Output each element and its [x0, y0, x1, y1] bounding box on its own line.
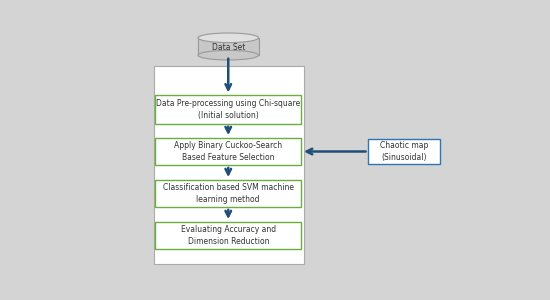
FancyBboxPatch shape: [368, 139, 440, 164]
Text: Data Set: Data Set: [212, 43, 245, 52]
Text: Evaluating Accuracy and
Dimension Reduction: Evaluating Accuracy and Dimension Reduct…: [181, 225, 276, 246]
Ellipse shape: [198, 33, 258, 43]
Text: Chaotic map
(Sinusoidal): Chaotic map (Sinusoidal): [380, 141, 428, 162]
FancyBboxPatch shape: [155, 180, 301, 207]
Text: Apply Binary Cuckoo-Search
Based Feature Selection: Apply Binary Cuckoo-Search Based Feature…: [174, 141, 282, 162]
FancyBboxPatch shape: [155, 222, 301, 249]
FancyBboxPatch shape: [155, 138, 301, 165]
FancyBboxPatch shape: [154, 66, 304, 264]
Ellipse shape: [198, 50, 258, 60]
FancyBboxPatch shape: [198, 38, 258, 55]
Text: Data Pre-processing using Chi-square
(Initial solution): Data Pre-processing using Chi-square (In…: [156, 99, 300, 120]
Text: Classification based SVM machine
learning method: Classification based SVM machine learnin…: [163, 183, 294, 204]
FancyBboxPatch shape: [155, 95, 301, 124]
